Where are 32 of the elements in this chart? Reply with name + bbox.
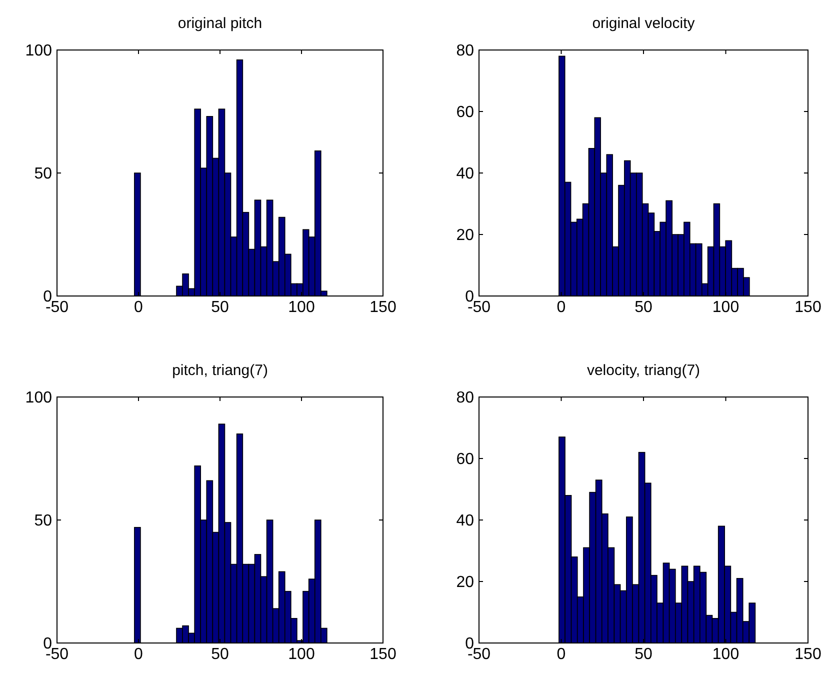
chart-title: velocity, triang(7) — [586, 362, 700, 379]
y-tick-label: 60 — [456, 451, 474, 468]
y-tick-label: 80 — [456, 390, 474, 407]
y-tick-label: 20 — [456, 227, 474, 244]
x-tick-label: 50 — [211, 299, 229, 316]
x-tick-label: 100 — [288, 646, 315, 663]
chart-title: pitch, triang(7) — [172, 362, 268, 379]
x-tick-label: 0 — [134, 646, 144, 663]
y-tick-label: 80 — [456, 42, 474, 60]
y-tick-label: 50 — [34, 512, 52, 530]
x-tick-label: 150 — [794, 299, 822, 316]
x-tick-label: 100 — [712, 299, 740, 316]
x-tick-label: 150 — [370, 299, 396, 316]
y-tick-label: 100 — [25, 42, 52, 60]
y-tick-label: 40 — [456, 512, 474, 530]
x-tick-label: 50 — [634, 646, 652, 663]
chart-title: original velocity — [592, 15, 696, 32]
x-tick-label: 50 — [634, 299, 652, 316]
x-tick-label: 0 — [556, 299, 566, 316]
x-tick-label: 150 — [370, 646, 396, 663]
chart-title: original pitch — [178, 15, 262, 32]
x-tick-label: 100 — [288, 299, 315, 316]
y-tick-label: 100 — [25, 390, 52, 407]
x-tick-label: 100 — [712, 646, 740, 663]
x-tick-label: 0 — [556, 646, 566, 663]
y-tick-label: 20 — [456, 574, 474, 592]
x-tick-label: 0 — [134, 299, 144, 316]
x-tick-label: 150 — [794, 646, 822, 663]
y-tick-label: 40 — [456, 166, 474, 183]
x-tick-label: 50 — [211, 646, 229, 663]
y-tick-label: 50 — [34, 166, 52, 183]
y-tick-label: 60 — [456, 104, 474, 122]
